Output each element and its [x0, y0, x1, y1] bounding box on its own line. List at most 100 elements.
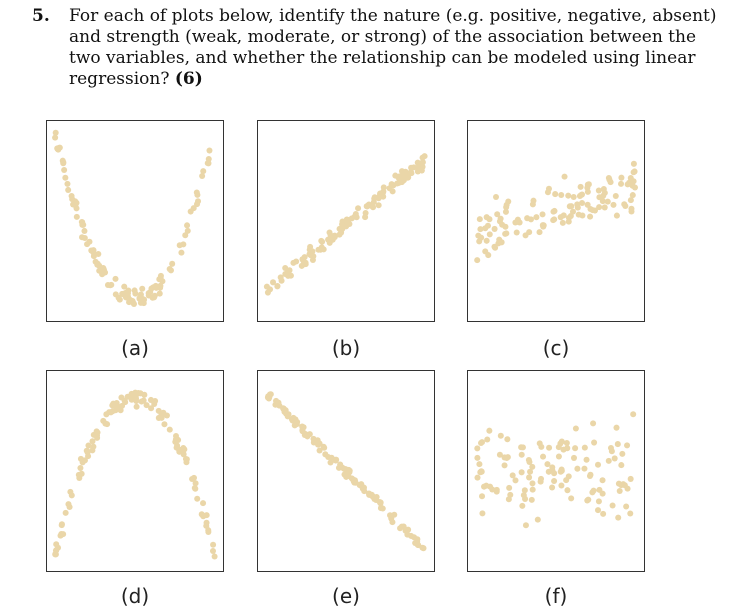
scatter-plot-d	[46, 370, 224, 572]
scatter-point	[121, 283, 128, 290]
scatter-point	[533, 214, 540, 221]
scatter-point	[611, 455, 618, 462]
scatter-point	[493, 486, 500, 493]
scatter-point	[65, 186, 72, 193]
scatter-point	[205, 160, 212, 167]
scatter-point	[519, 502, 526, 509]
scatter-point	[209, 547, 217, 555]
scatter-point	[133, 403, 140, 410]
scatter-point	[526, 474, 533, 481]
scatter-point	[322, 451, 329, 458]
scatter-point	[483, 214, 490, 221]
scatter-point	[361, 488, 368, 495]
scatter-point	[68, 192, 75, 199]
scatter-point	[569, 208, 576, 215]
scatter-point	[492, 193, 500, 200]
scatter-point	[77, 464, 84, 471]
scatter-point	[344, 217, 351, 224]
scatter-point	[589, 207, 596, 214]
scatter-point	[594, 507, 602, 514]
scatter-point	[546, 444, 553, 451]
scatter-point	[199, 172, 206, 179]
scatter-point	[414, 541, 421, 548]
scatter-point	[408, 164, 415, 171]
scatter-point	[380, 184, 387, 191]
scatter-point	[61, 167, 68, 174]
scatter-point	[52, 129, 59, 136]
scatter-point	[497, 432, 504, 439]
scatter-point	[346, 467, 353, 474]
scatter-point	[579, 191, 586, 198]
scatter-point	[509, 472, 516, 479]
scatter-point	[310, 439, 317, 446]
scatter-point	[355, 205, 362, 212]
scatter-point	[570, 193, 577, 200]
scatter-point	[618, 462, 625, 469]
scatter-point	[494, 211, 501, 218]
scatter-point	[614, 441, 621, 448]
scatter-point	[610, 201, 617, 208]
scatter-point	[568, 495, 575, 502]
scatter-point	[558, 191, 565, 198]
scatter-point	[277, 274, 284, 281]
scatter-point	[595, 498, 602, 505]
scatter-point	[388, 515, 395, 522]
scatter-point	[552, 191, 559, 198]
scatter-point	[581, 465, 588, 472]
question-text: For each of plots below, identify the na…	[69, 6, 717, 89]
scatter-point	[512, 477, 519, 484]
plot-caption-e: (e)	[332, 584, 360, 608]
scatter-point	[190, 205, 197, 212]
scatter-point	[293, 421, 300, 428]
scatter-point	[141, 296, 148, 303]
scatter-point	[64, 180, 71, 187]
scatter-point	[192, 480, 199, 487]
scatter-point	[572, 425, 579, 432]
scatter-point	[615, 514, 622, 521]
scatter-point	[377, 499, 384, 506]
scatter-point	[53, 547, 60, 554]
scatter-point	[67, 488, 74, 495]
scatter-svg-c	[474, 160, 639, 264]
scatter-point	[90, 443, 97, 450]
scatter-point	[502, 208, 509, 215]
scatter-point	[591, 439, 598, 446]
scatter-point	[507, 491, 514, 498]
scatter-point	[302, 259, 309, 266]
scatter-point	[574, 465, 581, 472]
scatter-point	[627, 475, 634, 482]
scatter-point	[529, 463, 536, 470]
scatter-point	[408, 170, 415, 177]
scatter-point	[605, 457, 612, 464]
scatter-point	[558, 467, 565, 474]
scatter-point	[161, 421, 168, 428]
scatter-point	[206, 147, 213, 154]
scatter-point	[89, 438, 96, 445]
scatter-point	[601, 204, 608, 211]
plot-caption-d: (d)	[120, 584, 150, 608]
scatter-point	[99, 271, 106, 278]
scatter-point	[402, 527, 409, 534]
scatter-point	[107, 282, 114, 289]
scatter-point	[501, 462, 508, 469]
scatter-point	[205, 155, 212, 163]
scatter-point	[629, 192, 636, 199]
question-text-wrapper: For each of plots below, identify the na…	[69, 6, 722, 90]
scatter-point	[563, 439, 570, 446]
scatter-point	[590, 487, 597, 494]
scatter-point	[544, 461, 551, 468]
scatter-point	[481, 483, 488, 490]
scatter-svg-d	[52, 389, 218, 560]
scatter-point	[491, 225, 498, 232]
scatter-point	[527, 468, 534, 475]
scatter-point	[482, 248, 489, 255]
scatter-point	[389, 188, 396, 195]
scatter-point	[421, 153, 428, 160]
scatter-point	[570, 454, 578, 461]
scatter-point	[183, 456, 190, 463]
scatter-point	[513, 229, 520, 236]
scatter-point	[514, 216, 521, 223]
scatter-point	[529, 201, 536, 208]
scatter-point	[398, 179, 405, 186]
scatter-point	[397, 525, 404, 532]
